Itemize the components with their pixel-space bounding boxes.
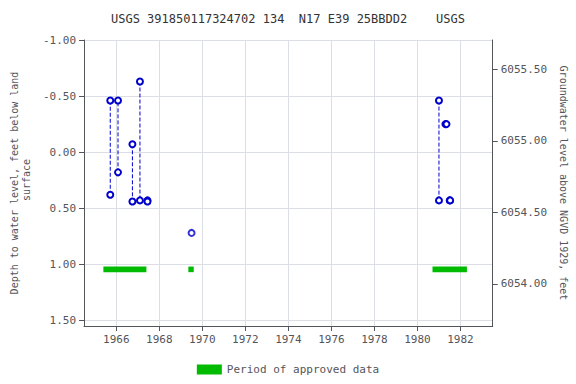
svg-text:1966: 1966 — [103, 333, 130, 346]
svg-text:Groundwater level above NGVD 1: Groundwater level above NGVD 1929, feet — [558, 66, 569, 301]
svg-text:1980: 1980 — [404, 333, 431, 346]
svg-text:1970: 1970 — [189, 333, 216, 346]
svg-text:6054.50: 6054.50 — [501, 206, 547, 219]
svg-text:6054.00: 6054.00 — [501, 277, 547, 290]
svg-text:Period of approved data: Period of approved data — [227, 363, 379, 376]
svg-text:1978: 1978 — [361, 333, 388, 346]
svg-text:-0.50: -0.50 — [43, 90, 76, 103]
svg-text:surface: surface — [21, 159, 32, 207]
svg-text:1.50: 1.50 — [50, 314, 77, 327]
svg-text:6055.50: 6055.50 — [501, 63, 547, 76]
svg-text:6055.00: 6055.00 — [501, 134, 547, 147]
svg-text:1.00: 1.00 — [50, 258, 77, 271]
svg-text:1968: 1968 — [146, 333, 173, 346]
svg-text:0.00: 0.00 — [50, 146, 77, 159]
svg-text:-1.00: -1.00 — [43, 34, 76, 47]
svg-text:USGS 391850117324702 134 N17: USGS 391850117324702 134 N17 E39 25BBDD2… — [111, 12, 465, 26]
svg-text:1972: 1972 — [232, 333, 259, 346]
svg-text:0.50: 0.50 — [50, 202, 77, 215]
svg-text:1976: 1976 — [318, 333, 345, 346]
svg-text:Depth to water level, feet bel: Depth to water level, feet below land — [9, 72, 20, 295]
svg-text:1974: 1974 — [275, 333, 302, 346]
svg-text:1982: 1982 — [447, 333, 474, 346]
